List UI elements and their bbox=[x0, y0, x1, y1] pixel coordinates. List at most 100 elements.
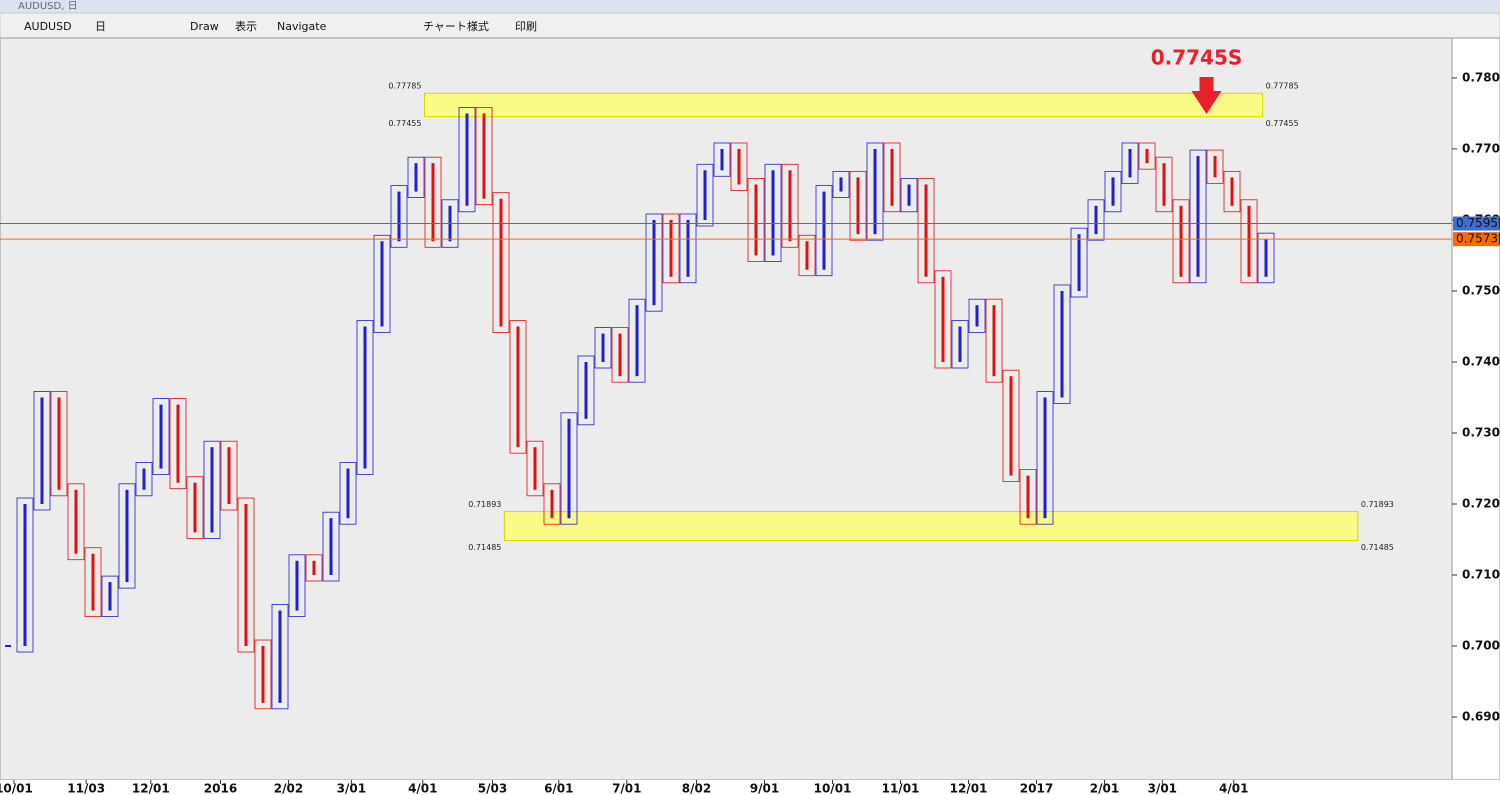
candle bbox=[601, 333, 605, 362]
window-title: AUDUSD, 日 bbox=[18, 1, 78, 12]
candle bbox=[941, 276, 945, 362]
navigate-menu[interactable]: Navigate bbox=[277, 20, 327, 33]
candle-box bbox=[832, 170, 850, 198]
candle bbox=[1094, 205, 1098, 235]
candle-box bbox=[1206, 149, 1224, 184]
candle-box bbox=[1257, 232, 1275, 284]
candle-box bbox=[322, 511, 340, 582]
candle-box bbox=[611, 327, 629, 383]
draw-menu[interactable]: Draw bbox=[190, 20, 219, 33]
print-menu[interactable]: 印刷 bbox=[515, 20, 537, 33]
candle bbox=[1179, 205, 1183, 277]
candle-box bbox=[543, 483, 561, 525]
candle-box bbox=[1053, 284, 1071, 404]
candle bbox=[771, 170, 775, 256]
candle-box bbox=[169, 398, 187, 490]
candle-box bbox=[118, 483, 136, 589]
candle-box bbox=[407, 156, 425, 198]
zone-label: 0.77455 bbox=[388, 119, 421, 128]
candle bbox=[533, 447, 537, 490]
zone-label: 0.71485 bbox=[1361, 543, 1394, 552]
price-tag bbox=[1453, 216, 1500, 231]
candle-box bbox=[764, 163, 782, 262]
candle-box bbox=[985, 298, 1003, 383]
candle-box bbox=[1070, 227, 1088, 298]
zone-label: 0.77785 bbox=[388, 82, 421, 91]
candle-box bbox=[900, 178, 918, 213]
view-menu[interactable]: 表示 bbox=[235, 19, 257, 33]
period-select[interactable]: 日 bbox=[95, 20, 106, 33]
candle bbox=[159, 404, 163, 469]
zone bbox=[503, 511, 1359, 542]
candle bbox=[1009, 376, 1013, 476]
chart-style-menu[interactable]: チャート様式 bbox=[423, 19, 489, 33]
candle-box bbox=[781, 163, 799, 248]
candle-box bbox=[1223, 170, 1241, 213]
candle-box bbox=[203, 440, 221, 539]
x-tick-label: 4/01 bbox=[408, 782, 437, 795]
zone-label: 0.71485 bbox=[468, 543, 501, 552]
candle-box bbox=[220, 440, 238, 511]
candle bbox=[23, 504, 27, 647]
candle bbox=[805, 241, 809, 270]
candle-box bbox=[866, 142, 884, 241]
candle bbox=[210, 447, 214, 533]
candle bbox=[584, 361, 588, 419]
candle bbox=[91, 553, 95, 611]
candle bbox=[1077, 234, 1081, 291]
candle bbox=[1230, 177, 1234, 206]
candle-box bbox=[254, 639, 272, 710]
candle-box bbox=[152, 398, 170, 475]
annotation: 0.7745S bbox=[1151, 46, 1243, 70]
price-tag bbox=[1453, 232, 1500, 247]
candle-box bbox=[1036, 391, 1054, 525]
candle-box bbox=[798, 234, 816, 277]
candle bbox=[635, 305, 639, 377]
candle bbox=[1196, 156, 1200, 277]
candle-box bbox=[1104, 170, 1122, 213]
x-tick-label: 2/01 bbox=[1090, 782, 1119, 795]
candle bbox=[397, 191, 401, 242]
x-tick-label: 3/01 bbox=[337, 782, 366, 795]
candle bbox=[992, 305, 996, 377]
candle bbox=[516, 326, 520, 448]
candle-box bbox=[1155, 156, 1173, 213]
x-tick-label: 12/01 bbox=[950, 782, 988, 795]
candle bbox=[244, 504, 248, 647]
candle-box bbox=[84, 547, 102, 617]
candle-box bbox=[1002, 369, 1020, 483]
candle bbox=[346, 468, 350, 519]
x-tick-label: 2017 bbox=[1020, 782, 1053, 795]
x-axis bbox=[0, 780, 1500, 795]
candle bbox=[193, 482, 197, 533]
candle-box bbox=[713, 142, 731, 177]
candle bbox=[57, 397, 61, 490]
candle-box bbox=[526, 440, 544, 497]
candle-box bbox=[237, 497, 255, 653]
price-tag-label: 0.7595[0 bbox=[1456, 216, 1500, 230]
y-axis bbox=[1451, 37, 1500, 781]
candle-box bbox=[339, 462, 357, 525]
candle-box bbox=[458, 107, 476, 213]
candle bbox=[669, 219, 673, 277]
candle bbox=[1128, 148, 1132, 178]
candle bbox=[686, 219, 690, 277]
candle-box bbox=[16, 497, 34, 653]
candle-box bbox=[594, 327, 612, 369]
title-bar bbox=[0, 0, 1500, 13]
candle bbox=[1111, 177, 1115, 206]
candle bbox=[788, 170, 792, 242]
candle bbox=[856, 177, 860, 235]
candle-box bbox=[186, 476, 204, 539]
candle bbox=[227, 447, 231, 505]
candle bbox=[1026, 475, 1030, 519]
x-tick-label: 3/01 bbox=[1148, 782, 1177, 795]
candle bbox=[567, 418, 571, 519]
zone-label: 0.71893 bbox=[468, 500, 501, 509]
symbol-select[interactable]: AUDUSD bbox=[24, 20, 72, 33]
x-tick-label: 11/03 bbox=[67, 782, 105, 795]
candle bbox=[465, 113, 469, 206]
candle-box bbox=[67, 483, 85, 561]
